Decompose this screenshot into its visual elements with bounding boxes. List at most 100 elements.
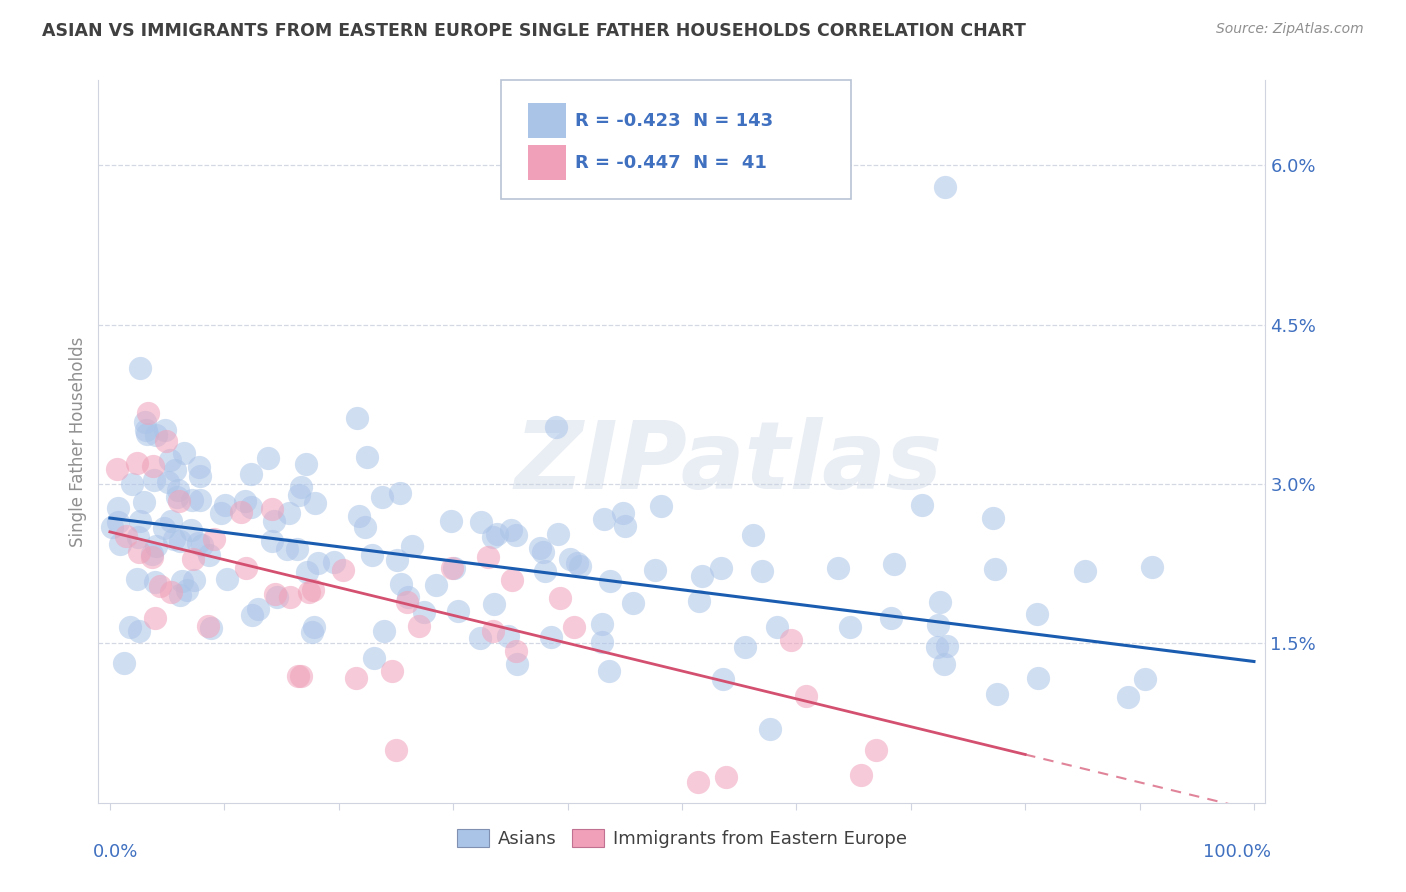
Point xyxy=(128,514,150,528)
Text: ASIAN VS IMMIGRANTS FROM EASTERN EUROPE SINGLE FATHER HOUSEHOLDS CORRELATION CHA: ASIAN VS IMMIGRANTS FROM EASTERN EUROPE … xyxy=(42,22,1026,40)
Point xyxy=(197,619,219,633)
Point xyxy=(540,630,562,644)
Point xyxy=(152,521,174,535)
Point xyxy=(159,453,181,467)
Point xyxy=(142,473,165,487)
Text: 0.0%: 0.0% xyxy=(93,843,138,861)
Point xyxy=(381,664,404,678)
Point xyxy=(322,555,344,569)
Point xyxy=(215,572,238,586)
Point xyxy=(156,475,179,489)
Point xyxy=(505,657,527,672)
Point xyxy=(229,505,252,519)
Point xyxy=(1140,560,1163,574)
Point xyxy=(621,596,644,610)
Point xyxy=(711,672,734,686)
Point xyxy=(564,620,586,634)
Point xyxy=(356,450,378,464)
Text: R = -0.423  N = 143: R = -0.423 N = 143 xyxy=(575,112,773,129)
Point xyxy=(838,620,860,634)
Point xyxy=(302,620,325,634)
Point xyxy=(169,534,191,549)
Point xyxy=(260,534,283,549)
Point xyxy=(298,585,321,599)
Point xyxy=(565,556,588,570)
Point xyxy=(115,529,138,543)
Point xyxy=(134,416,156,430)
Point xyxy=(395,595,418,609)
Point xyxy=(496,629,519,643)
Point xyxy=(120,620,142,634)
Point xyxy=(214,498,236,512)
Point xyxy=(533,564,555,578)
Point xyxy=(266,590,288,604)
Point xyxy=(1074,564,1097,578)
Point xyxy=(766,620,789,634)
Point xyxy=(166,490,188,504)
Point xyxy=(190,468,212,483)
Point xyxy=(911,498,934,512)
Point xyxy=(260,502,283,516)
Point xyxy=(385,553,408,567)
Point xyxy=(209,506,232,520)
Point xyxy=(202,532,225,546)
Point xyxy=(127,456,149,470)
Point xyxy=(173,446,195,460)
Point xyxy=(160,585,183,599)
Text: Source: ZipAtlas.com: Source: ZipAtlas.com xyxy=(1216,22,1364,37)
Point xyxy=(499,523,522,537)
Point xyxy=(688,594,710,608)
Point xyxy=(440,561,463,575)
Point xyxy=(176,583,198,598)
Legend: Asians, Immigrants from Eastern Europe: Asians, Immigrants from Eastern Europe xyxy=(450,822,914,855)
Point xyxy=(346,411,368,425)
Point xyxy=(246,601,269,615)
Point xyxy=(141,547,163,561)
Point xyxy=(934,179,956,194)
Point xyxy=(240,500,263,515)
Point xyxy=(929,595,952,609)
Point xyxy=(198,548,221,562)
Point xyxy=(278,590,301,604)
Point xyxy=(468,631,491,645)
Point xyxy=(145,427,167,442)
Point xyxy=(347,509,370,524)
Point xyxy=(278,506,301,520)
Point xyxy=(1116,690,1139,704)
Point xyxy=(136,406,159,420)
Point xyxy=(986,687,1008,701)
Point xyxy=(447,604,470,618)
Point xyxy=(385,742,408,756)
Point xyxy=(505,644,527,658)
Point xyxy=(287,488,309,502)
Point xyxy=(200,621,222,635)
Point xyxy=(505,528,527,542)
Point xyxy=(827,561,849,575)
Point xyxy=(141,549,163,564)
Point xyxy=(257,451,280,466)
Point xyxy=(714,770,737,784)
Point xyxy=(883,557,905,571)
Point xyxy=(531,544,554,558)
Point xyxy=(360,548,382,562)
Point xyxy=(290,480,312,494)
Point xyxy=(287,542,309,557)
Point xyxy=(101,520,124,534)
Point xyxy=(304,496,326,510)
Point xyxy=(408,618,430,632)
Point xyxy=(396,591,419,605)
Point xyxy=(1026,671,1049,685)
Point xyxy=(263,514,285,528)
FancyBboxPatch shape xyxy=(527,103,567,138)
Point xyxy=(363,650,385,665)
Point xyxy=(742,528,765,542)
Point xyxy=(482,597,505,611)
Point xyxy=(644,563,666,577)
Point xyxy=(121,477,143,491)
Point xyxy=(190,538,212,552)
Point xyxy=(332,563,354,577)
Point xyxy=(344,671,367,685)
FancyBboxPatch shape xyxy=(501,80,851,200)
Point xyxy=(1025,607,1047,622)
Point xyxy=(181,492,204,507)
